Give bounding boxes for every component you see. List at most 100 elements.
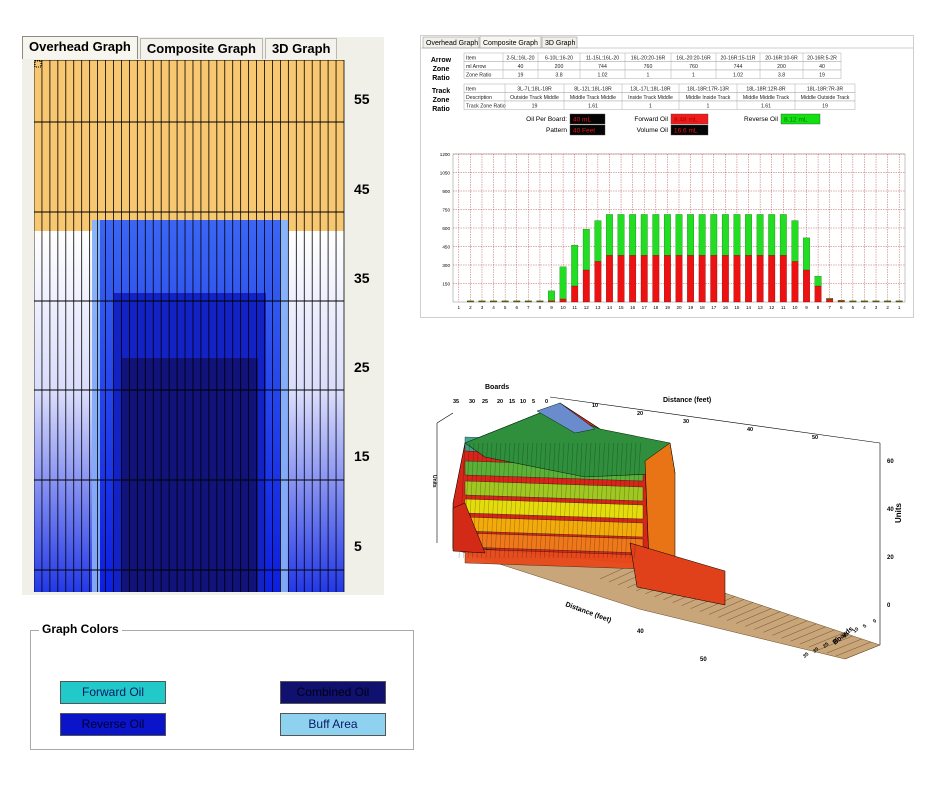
surface-mesh <box>593 442 601 559</box>
bar-reverse-oil <box>895 300 903 302</box>
bar-reverse-oil <box>791 220 799 262</box>
surface-mesh <box>634 442 641 559</box>
bar-forward-oil <box>803 269 810 303</box>
arrow-zone-table-cell: 19 <box>518 72 524 78</box>
bar-reverse-oil <box>698 214 706 256</box>
arrow-zone-table-cell: 6-10L:16-20 <box>545 55 573 61</box>
units-tick: 60 <box>887 459 894 465</box>
x-tick-label: 3 <box>875 305 878 310</box>
arrow-zone-table-cell: 11-15L:16L-20 <box>586 55 619 61</box>
surface-mesh <box>490 442 497 559</box>
reverse-oil-label: Reverse Oil <box>744 116 779 123</box>
distance-tick: 50 <box>812 435 818 441</box>
tab-composite-graph[interactable]: Composite Graph <box>139 38 263 59</box>
bar-reverse-oil <box>687 214 694 256</box>
track-zone-table-cell: 18L-18R:17R-13R <box>687 86 729 92</box>
boards-tick: 35 <box>453 399 459 405</box>
surface-mesh <box>512 442 520 559</box>
buff-edge-left <box>92 220 100 592</box>
x-tick-label: 15 <box>734 305 740 310</box>
boards-bottom-tick: 35 <box>802 651 810 659</box>
x-tick-label: 12 <box>584 305 590 310</box>
bar-reverse-oil <box>814 275 822 287</box>
track-zone-table-label: Track <box>432 88 450 95</box>
tab-overhead-graph[interactable]: Overhead Graph <box>22 36 138 59</box>
bar-forward-oil <box>571 285 579 303</box>
oil-left-slab <box>452 502 486 554</box>
bar-forward-oil <box>582 269 590 303</box>
track-zone-table-cell: 18L-18R:12R-8R <box>746 86 785 92</box>
buff-area-color-button[interactable]: Buff Area <box>280 713 386 736</box>
floor-mesh <box>754 614 790 630</box>
boards-tick: 10 <box>520 399 526 405</box>
bar-forward-oil <box>779 254 787 303</box>
arrow-zone-table-cell: 200 <box>777 64 786 70</box>
floor-mesh <box>772 620 808 636</box>
oil-per-board-label: Oil Per Board: <box>526 116 567 123</box>
boards-tick: 25 <box>482 399 488 405</box>
reverse-oil-box <box>780 113 821 125</box>
surface-mesh <box>598 442 605 559</box>
floor-mesh <box>781 623 817 639</box>
x-tick-label: 16 <box>723 305 729 310</box>
volume-oil-box <box>670 124 709 136</box>
track-zone-table-cell: Middle Outside Track <box>801 95 850 101</box>
x-tick-label: 7 <box>828 305 831 310</box>
tab-3d-graph[interactable]: 3D Graph <box>264 38 338 59</box>
graph-colors-title: Graph Colors <box>39 622 122 636</box>
arrow-zone-table-cell: 744 <box>734 64 743 70</box>
arrow-zone-table-cell: 16L-20:20-16R <box>631 55 666 61</box>
surface-mesh <box>629 442 637 559</box>
graph-colors-group: Graph Colors Forward Oil Reverse Oil Com… <box>30 622 414 750</box>
x-tick-label: 17 <box>642 305 648 310</box>
floor-mesh <box>763 617 799 633</box>
oil-step-block <box>629 542 726 606</box>
bar-forward-oil <box>721 254 729 303</box>
surface-mesh <box>580 442 587 559</box>
reverse-oil-value: 8.12 mL <box>784 117 808 124</box>
bar-forward-oil <box>768 254 776 303</box>
boards-bottom-tick: 15 <box>842 631 850 639</box>
x-tick-label: 9 <box>805 305 808 310</box>
units-tick: 20 <box>887 555 894 561</box>
pattern-box <box>569 124 606 136</box>
x-tick-label: 11 <box>781 305 786 310</box>
arrow-zone-table-cell: 1 <box>647 72 650 78</box>
arrow-zone-table-cell: 40 <box>518 64 524 70</box>
arrow-zone-table-row <box>463 69 842 79</box>
bar-reverse-oil <box>779 214 787 256</box>
arrow-zone-table-cell: 40 <box>819 64 825 70</box>
arrow-zone-table-cell: 19 <box>819 72 825 78</box>
x-tick-label: 20 <box>676 305 682 310</box>
track-zone-table-label: Zone <box>433 97 450 104</box>
reverse-oil-color-button[interactable]: Reverse Oil <box>60 713 166 736</box>
boards-tick: 0 <box>545 399 548 405</box>
bar-forward-oil <box>594 261 602 303</box>
x-tick-label: 16 <box>630 305 636 310</box>
forward-oil-color-button[interactable]: Forward Oil <box>60 681 166 704</box>
distance-bottom-tick: 40 <box>637 629 644 635</box>
distance-axis-title: Distance (feet) <box>663 397 711 404</box>
bar-forward-oil <box>559 298 567 303</box>
x-tick-label: 19 <box>688 305 694 310</box>
surface-mesh <box>611 442 619 559</box>
y-tick-label: 450 <box>442 245 450 250</box>
boards-tick: 30 <box>469 399 475 405</box>
x-tick-label: 2 <box>886 305 889 310</box>
bar-reverse-oil <box>582 229 590 271</box>
track-zone-table-cell: Middle Track Middle <box>570 95 616 101</box>
distance-bottom-title: Distance (feet) <box>564 601 612 624</box>
bar-reverse-oil <box>849 300 857 302</box>
boards-bottom-tick: 10 <box>852 626 860 634</box>
surface-mesh <box>481 442 488 559</box>
bar-reverse-oil <box>640 214 648 256</box>
bar-forward-oil <box>733 254 741 303</box>
surface-mesh <box>485 442 493 559</box>
combined-oil-color-button[interactable]: Combined Oil <box>280 681 386 704</box>
buff-edge-right <box>280 220 288 592</box>
forward-oil-box <box>670 113 709 125</box>
overhead-oil-graph: 55 45 35 25 15 5 <box>34 60 370 592</box>
composite-graph: Overhead Graph Composite Graph 3D Graph Ar… <box>421 36 913 310</box>
overhead-tab-strip: Overhead Graph Composite Graph 3D Graph <box>22 36 339 59</box>
surface-mesh <box>571 442 578 559</box>
